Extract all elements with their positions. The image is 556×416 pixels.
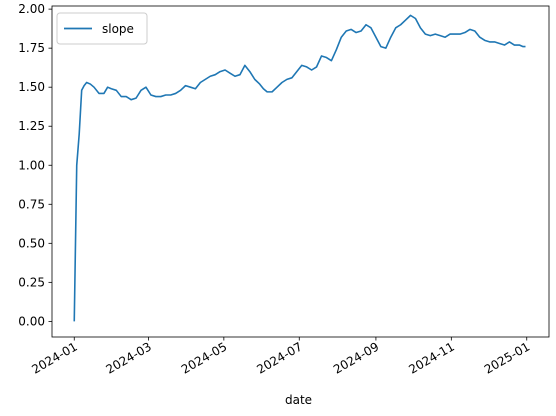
y-tick-label: 1.50 — [18, 80, 45, 94]
y-tick-label: 0.00 — [18, 314, 45, 328]
legend-label-slope: slope — [102, 22, 134, 36]
x-tick-label: 2024-01 — [29, 339, 79, 376]
y-tick-label: 0.50 — [18, 236, 45, 250]
y-tick-label: 0.75 — [18, 197, 45, 211]
x-tick-label: 2025-01 — [482, 339, 532, 376]
y-tick-label: 1.00 — [18, 158, 45, 172]
x-tick-label: 2024-07 — [254, 339, 304, 376]
x-tick-label: 2024-09 — [331, 339, 381, 376]
y-tick-label: 0.25 — [18, 275, 45, 289]
x-axis: 2024-01 2024-03 2024-05 2024-07 2024-09 2024-… — [29, 337, 532, 377]
plot-frame — [51, 5, 550, 338]
legend-box — [56, 12, 148, 45]
x-tick-label: 2024-11 — [406, 339, 456, 376]
y-tick-label: 1.75 — [18, 41, 45, 55]
x-tick-label: 2024-05 — [179, 339, 229, 376]
series-line-slope — [73, 14, 526, 322]
plot-area — [51, 5, 550, 338]
y-tick-label: 2.00 — [18, 2, 45, 16]
y-axis: 0.00 0.25 0.50 0.75 1.00 1.25 1.50 1.75 2.00 — [18, 2, 52, 328]
x-axis-label: date — [285, 393, 312, 407]
y-tick-label: 1.25 — [18, 119, 45, 133]
x-tick-label: 2024-03 — [104, 339, 154, 376]
legend: slope — [56, 12, 148, 45]
